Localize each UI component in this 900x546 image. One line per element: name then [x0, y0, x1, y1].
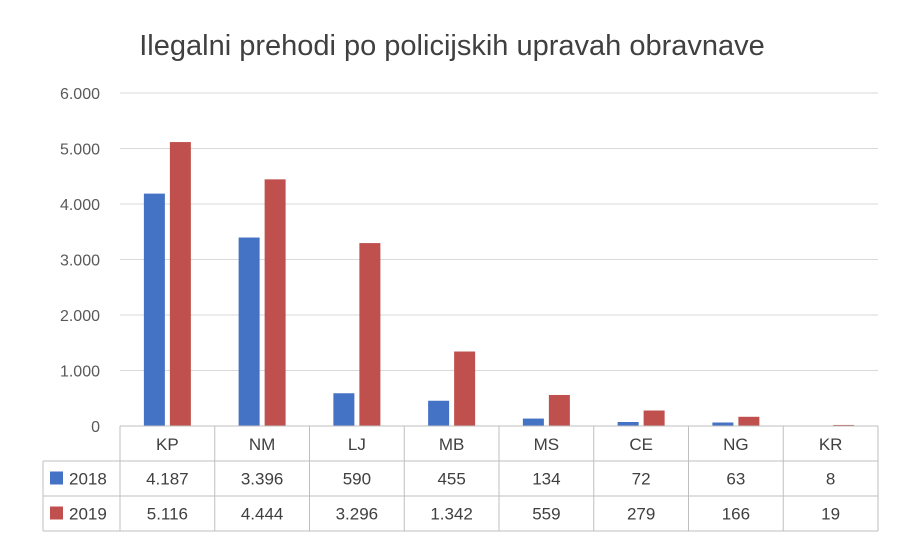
gridlines: [120, 92, 878, 371]
legend-label: 2018: [69, 470, 107, 489]
data-value-label: 3.296: [336, 505, 379, 524]
data-table: KP NM LJ MB MS CE NG KR 2018 4.187 3.396 590 455 134 7…: [42, 425, 879, 532]
chart-title: Ilegalni prehodi po policijskih upravah …: [139, 30, 765, 62]
data-value-label: 166: [722, 505, 750, 524]
bar-2019-CE: [643, 410, 665, 426]
bar-2019-NG: [738, 416, 760, 426]
data-value-label: 19: [821, 505, 840, 524]
bars: [143, 142, 855, 427]
x-category-label: KP: [156, 435, 179, 454]
x-category-label: LJ: [348, 435, 366, 454]
data-value-label: 455: [437, 470, 465, 489]
x-category-label: NM: [249, 435, 275, 454]
data-value-label: 590: [343, 470, 371, 489]
bar-2019-LJ: [359, 243, 381, 426]
data-value-label: 72: [632, 470, 651, 489]
bar-2018-NG: [712, 422, 734, 426]
data-value-label: 134: [532, 470, 560, 489]
y-tick-label: 4.000: [60, 197, 100, 214]
x-category-label: NG: [723, 435, 749, 454]
data-value-label: 5.116: [147, 505, 188, 524]
bar-2019-MS: [548, 394, 570, 426]
bar-2019-KR: [833, 424, 855, 426]
bar-2018-KP: [143, 193, 165, 426]
legend-key-2018: [50, 471, 63, 485]
data-value-label: 4.187: [146, 470, 189, 489]
bar-2019-KP: [169, 142, 191, 426]
y-tick-label: 3.000: [60, 253, 100, 270]
data-value-label: 4.444: [241, 505, 284, 524]
data-value-label: 1.342: [430, 505, 473, 524]
x-category-label: MB: [439, 435, 465, 454]
x-category-label: MS: [534, 435, 560, 454]
y-tick-label: 0: [91, 419, 100, 436]
y-axis-tick-labels: 0 1.000 2.000 3.000 4.000 5.000 6.000: [60, 86, 100, 436]
y-tick-label: 6.000: [60, 86, 100, 103]
bar-2019-MB: [454, 351, 476, 426]
bar-2018-NM: [238, 237, 260, 426]
data-value-label: 279: [627, 505, 655, 524]
y-tick-label: 2.000: [60, 308, 100, 325]
data-value-label: 559: [532, 505, 560, 524]
x-category-label: CE: [629, 435, 653, 454]
data-value-label: 63: [726, 470, 745, 489]
bar-2018-CE: [617, 422, 639, 426]
legend-key-2019: [50, 506, 63, 520]
data-value-label: 3.396: [241, 470, 284, 489]
legend-label: 2019: [69, 505, 107, 524]
bar-2018-LJ: [333, 393, 355, 426]
bar-2018-MS: [522, 418, 544, 426]
data-value-label: 8: [826, 470, 835, 489]
bar-2019-NM: [264, 179, 286, 426]
y-tick-label: 5.000: [60, 142, 100, 159]
bar-2018-MB: [428, 400, 450, 426]
x-category-label: KR: [819, 435, 843, 454]
y-tick-label: 1.000: [60, 364, 100, 381]
